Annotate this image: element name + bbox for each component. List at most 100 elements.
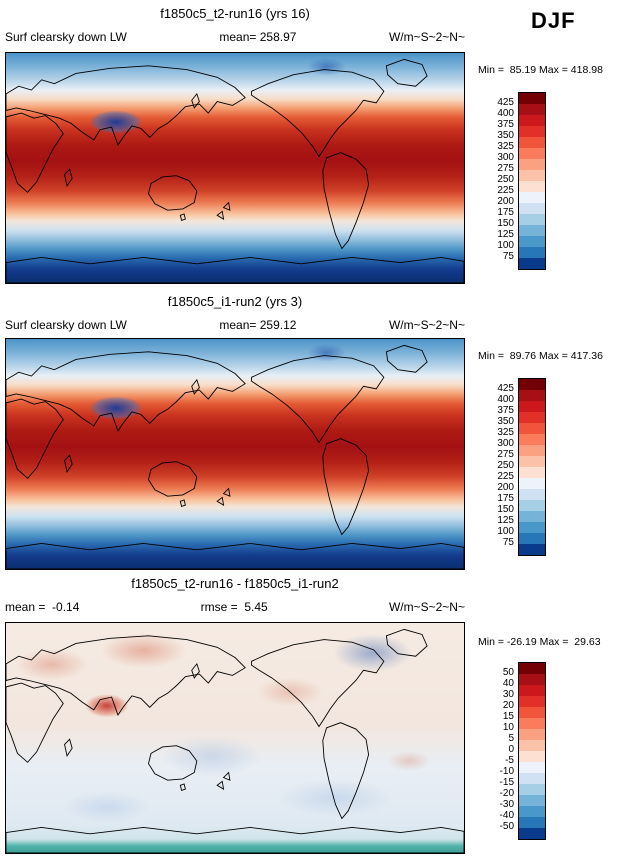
panel1-world-map [5, 52, 465, 284]
panel3-units-label: W/m~S~2~N~ [388, 600, 465, 614]
colorbar-swatch [519, 740, 545, 751]
panel3-mean-label: mean = -0.14 [5, 600, 80, 614]
colorbar-tick-label: 425 [497, 97, 514, 108]
colorbar-strip [518, 92, 546, 270]
colorbar-swatch [519, 522, 545, 533]
eurasia-outline [6, 351, 246, 432]
eurasia-outline [6, 635, 246, 716]
colorbar-swatch [519, 247, 545, 258]
colorbar-strip [518, 662, 546, 840]
colorbar-swatch [519, 533, 545, 544]
colorbar-swatch [519, 236, 545, 247]
colorbar-swatch [519, 225, 545, 236]
colorbar-swatch [519, 489, 545, 500]
antarctica-outline [6, 826, 464, 853]
colorbar-swatch [519, 696, 545, 707]
colorbar-swatch [519, 159, 545, 170]
australia-outline [148, 745, 198, 781]
colorbar-swatch [519, 500, 545, 511]
colorbar-tick-label: 100 [497, 240, 514, 251]
colorbar-swatch [519, 148, 545, 159]
australia-outline [148, 175, 198, 211]
panel3-rmse-label: rmse = 5.45 [200, 600, 268, 614]
colorbar-swatch [519, 685, 545, 696]
greenland-outline [385, 58, 428, 87]
new-zealand-outline [216, 771, 231, 790]
panel1-title: f1850c5_t2-run16 (yrs 16) [160, 6, 310, 21]
panel1-variable-label: Surf clearsky down LW [5, 30, 127, 44]
colorbar-tick-label: 200 [497, 482, 514, 493]
colorbar-tick-label: 75 [502, 537, 514, 548]
colorbar-tick-label: 250 [497, 460, 514, 471]
coastline-overlay [6, 628, 464, 853]
colorbar-swatch [519, 751, 545, 762]
north-america-outline [251, 69, 385, 158]
colorbar-swatch [519, 390, 545, 401]
colorbar-swatch [519, 762, 545, 773]
colorbar-swatch [519, 445, 545, 456]
colorbar-swatch [519, 93, 545, 104]
panel1-header-row: Surf clearsky down LW mean= 258.97 W/m~S… [5, 30, 465, 44]
madagascar-outline [64, 738, 73, 758]
colorbar-tick-label: 250 [497, 174, 514, 185]
colorbar-tick-label: 125 [497, 229, 514, 240]
colorbar-tick-label: -10 [499, 766, 514, 777]
coastline-overlay [6, 344, 464, 569]
colorbar-swatch [519, 423, 545, 434]
colorbar-tick-label: 30 [502, 689, 514, 700]
colorbar-swatch [519, 828, 545, 839]
colorbar-tick-label: -15 [499, 777, 514, 788]
colorbar-swatch [519, 126, 545, 137]
colorbar-swatch [519, 707, 545, 718]
panel2-mean-label: mean= 259.12 [219, 318, 297, 332]
panel2-world-map [5, 338, 465, 570]
colorbar-swatch [519, 104, 545, 115]
south-america-outline [322, 152, 370, 250]
panel2-title: f1850c5_i1-run2 (yrs 3) [167, 294, 303, 309]
panel2-units-label: W/m~S~2~N~ [388, 318, 465, 332]
colorbar-swatch [519, 115, 545, 126]
colorbar-swatch [519, 181, 545, 192]
colorbar-swatch [519, 784, 545, 795]
colorbar-tick-label: -20 [499, 788, 514, 799]
antarctica-outline [6, 542, 464, 569]
madagascar-outline [64, 168, 73, 188]
japan-outline [191, 662, 200, 679]
greenland-outline [385, 344, 428, 373]
colorbar-swatch [519, 795, 545, 806]
colorbar-tick-label: 225 [497, 185, 514, 196]
colorbar-swatch [519, 729, 545, 740]
colorbar-tick-label: 0 [508, 744, 514, 755]
panel3-difference-map [5, 622, 465, 854]
colorbar-tick-label: 10 [502, 722, 514, 733]
colorbar-tick-label: 100 [497, 526, 514, 537]
tasmania-outline [179, 783, 186, 791]
colorbar-tick-label: 350 [497, 416, 514, 427]
colorbar-swatch [519, 817, 545, 828]
colorbar-tick-label: -30 [499, 799, 514, 810]
panel1-minmax-label: Min = 85.19 Max = 418.98 [478, 64, 603, 76]
colorbar-tick-label: 125 [497, 515, 514, 526]
africa-outline [6, 398, 64, 479]
new-zealand-outline [216, 487, 231, 506]
tasmania-outline [179, 499, 186, 507]
colorbar-tick-label: 275 [497, 163, 514, 174]
colorbar-tick-label: 150 [497, 504, 514, 515]
colorbar-swatch [519, 478, 545, 489]
colorbar-tick-label: 40 [502, 678, 514, 689]
colorbar-tick-label: 350 [497, 130, 514, 141]
colorbar-swatch [519, 434, 545, 445]
new-zealand-outline [216, 201, 231, 220]
colorbar-swatch [519, 467, 545, 478]
colorbar-tick-label: 375 [497, 119, 514, 130]
colorbar-tick-label: 425 [497, 383, 514, 394]
panel1-units-label: W/m~S~2~N~ [388, 30, 465, 44]
colorbar-swatch [519, 511, 545, 522]
south-america-outline [322, 438, 370, 536]
colorbar-swatch [519, 401, 545, 412]
colorbar-tick-label: 325 [497, 427, 514, 438]
panel3-title: f1850c5_t2-run16 - f1850c5_i1-run2 [131, 576, 339, 591]
colorbar-strip [518, 378, 546, 556]
colorbar-swatch [519, 412, 545, 423]
season-label: DJF [531, 8, 576, 33]
